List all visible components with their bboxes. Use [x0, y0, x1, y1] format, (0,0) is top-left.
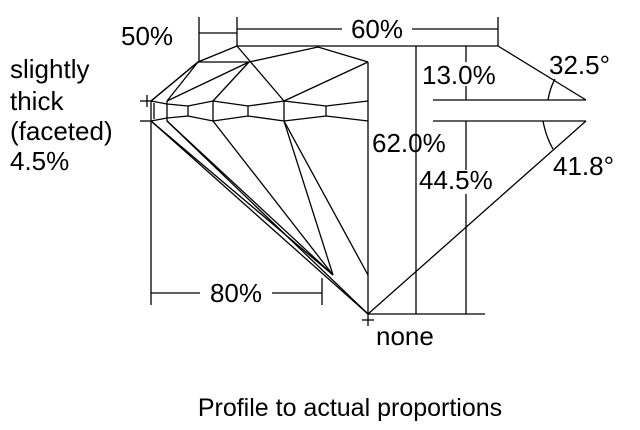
- girdle: [140, 95, 369, 122]
- crown-width-label: 60%: [351, 14, 403, 44]
- crown-outline: [150, 45, 587, 314]
- crown-angle-label: 32.5°: [549, 50, 610, 80]
- girdle-label-line1: slightly: [10, 54, 89, 84]
- girdle-label-line3: (faceted): [10, 116, 113, 146]
- girdle-label-line4: 4.5%: [10, 146, 69, 176]
- table-percent-label: 50%: [121, 21, 173, 51]
- pavilion-angle-label: 41.8°: [553, 151, 614, 181]
- culet-label: none: [376, 321, 434, 351]
- pavilion-depth-label: 44.5%: [419, 165, 493, 195]
- lower-half-label: 80%: [210, 278, 262, 308]
- diagram-caption: Profile to actual proportions: [198, 394, 502, 422]
- crown-height-label: 13.0%: [422, 60, 496, 90]
- total-depth-label: 62.0%: [372, 128, 446, 158]
- pavilion-outline: [150, 120, 587, 326]
- dimension-lines: [150, 17, 586, 315]
- girdle-label-line2: thick: [10, 86, 64, 116]
